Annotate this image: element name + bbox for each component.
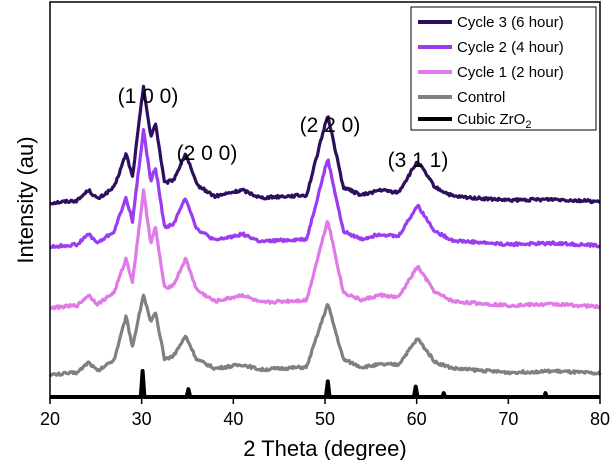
x-tick-label-30: 30 [132,409,152,429]
annotation-220: (2 2 0) [300,114,361,137]
annotation-100: (1 0 0) [118,85,179,108]
x-tick-label-50: 50 [315,409,335,429]
legend-label-cycle3: Cycle 3 (6 hour) [457,14,564,31]
x-tick-label-70: 70 [498,409,518,429]
x-tick-label-80: 80 [590,409,610,429]
legend: Cycle 3 (6 hour) Cycle 2 (4 hour) Cycle … [410,6,597,131]
series-layer [48,84,602,399]
legend-label-zro2: Cubic ZrO2 [457,111,531,131]
x-tick-label-40: 40 [223,409,243,429]
series-line-cubic-zro2 [50,369,600,399]
series-line-cycle-1-2-hour [49,188,602,311]
x-tick-label-20: 20 [40,409,60,429]
legend-box [410,6,597,131]
legend-label-zro2-main: Cubic ZrO [457,111,525,128]
legend-label-zro2-sub: 2 [525,119,531,131]
legend-label-cycle1: Cycle 1 (2 hour) [457,64,564,81]
x-axis-title: 2 Theta (degree) [243,436,406,460]
x-tick-label-60: 60 [407,409,427,429]
y-axis-title: Intensity (au) [13,136,38,263]
legend-label-control: Control [457,89,505,106]
series-line-cycle-3-6-hour [49,84,601,206]
annotation-200: (2 0 0) [177,142,238,165]
series-line-control [48,293,602,378]
peak-annotations: (1 0 0) (2 0 0) (2 2 0) (3 1 1) [118,85,449,172]
legend-label-cycle2: Cycle 2 (4 hour) [457,39,564,56]
x-axis-ticks: 20 30 40 50 60 70 80 [40,398,610,429]
series-line-cycle-2-4-hour [49,128,601,250]
annotation-311: (3 1 1) [388,149,449,172]
